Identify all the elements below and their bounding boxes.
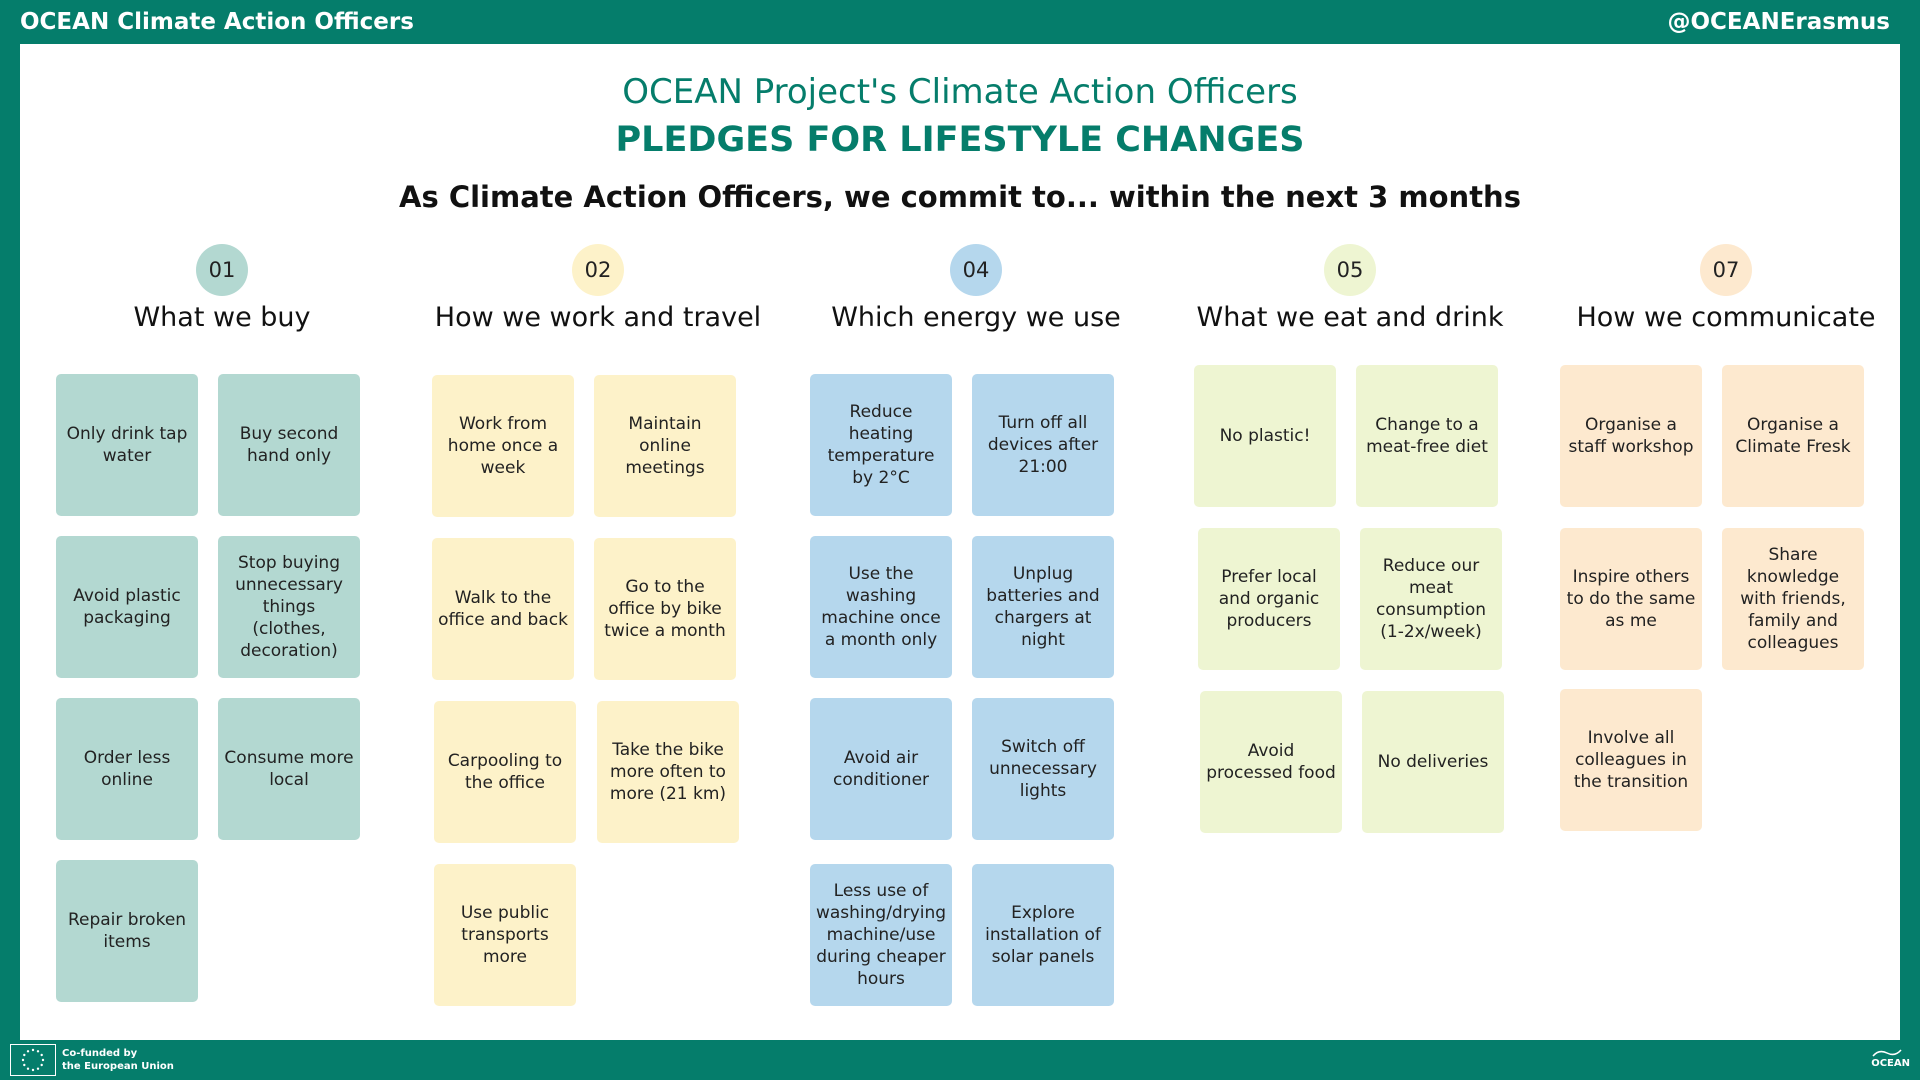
pledge-note[interactable]: Go to the office by bike twice a month — [594, 538, 736, 680]
pledge-note[interactable]: Order less online — [56, 698, 198, 840]
pledge-note[interactable]: Avoid plastic packaging — [56, 536, 198, 678]
pledge-board: OCEAN Project's Climate Action Officers … — [20, 44, 1900, 1040]
ocean-logo-text: OCEAN — [1871, 1058, 1910, 1069]
pledge-note[interactable]: Only drink tap water — [56, 374, 198, 516]
pledge-note[interactable]: Reduce our meat consumption (1-2x/week) — [1360, 528, 1502, 670]
category-number-badge: 02 — [572, 244, 624, 296]
eu-flag-icon — [10, 1044, 56, 1076]
pledge-note[interactable]: Avoid air conditioner — [810, 698, 952, 840]
footer-bar: Co-funded by the European Union OCEAN — [0, 1040, 1920, 1080]
page-subtitle: PLEDGES FOR LIFESTYLE CHANGES — [615, 120, 1305, 160]
category-title: Which energy we use — [831, 302, 1121, 333]
category-number-badge: 01 — [196, 244, 248, 296]
page-title: OCEAN Project's Climate Action Officers — [622, 72, 1298, 112]
social-handle: @OCEANErasmus — [1667, 9, 1891, 35]
eu-text-line-2: the European Union — [62, 1061, 174, 1072]
pledge-note[interactable]: No deliveries — [1362, 691, 1504, 833]
pledge-note[interactable]: No plastic! — [1194, 365, 1336, 507]
pledge-note[interactable]: Involve all colleagues in the transition — [1560, 689, 1702, 831]
pledge-note[interactable]: Consume more local — [218, 698, 360, 840]
category-title: How we work and travel — [434, 302, 762, 333]
pledge-note[interactable]: Unplug batteries and chargers at night — [972, 536, 1114, 678]
category-title: What we eat and drink — [1196, 302, 1504, 333]
pledge-note[interactable]: Stop buying unnecessary things (clothes,… — [218, 536, 360, 678]
pledge-note[interactable]: Turn off all devices after 21:00 — [972, 374, 1114, 516]
ocean-logo-icon: OCEAN — [1871, 1048, 1910, 1069]
pledge-note[interactable]: Carpooling to the office — [434, 701, 576, 843]
eu-text-line-1: Co-funded by — [62, 1048, 138, 1059]
pledge-note[interactable]: Explore installation of solar panels — [972, 864, 1114, 1006]
pledge-note[interactable]: Organise a staff workshop — [1560, 365, 1702, 507]
pledge-note[interactable]: Walk to the office and back — [432, 538, 574, 680]
pledge-note[interactable]: Share knowledge with friends, family and… — [1722, 528, 1864, 670]
pledge-note[interactable]: Less use of washing/drying machine/use d… — [810, 864, 952, 1006]
category-title: How we communicate — [1576, 302, 1876, 333]
pledge-note[interactable]: Organise a Climate Fresk — [1722, 365, 1864, 507]
pledge-note[interactable]: Change to a meat-free diet — [1356, 365, 1498, 507]
category-title: What we buy — [133, 302, 311, 333]
top-bar: OCEAN Climate Action Officers @OCEANEras… — [0, 0, 1920, 44]
pledge-note[interactable]: Switch off unnecessary lights — [972, 698, 1114, 840]
pledge-note[interactable]: Repair broken items — [56, 860, 198, 1002]
category-number-badge: 07 — [1700, 244, 1752, 296]
app-title: OCEAN Climate Action Officers — [20, 9, 414, 35]
pledge-note[interactable]: Reduce heating temperature by 2°C — [810, 374, 952, 516]
pledge-note[interactable]: Prefer local and organic producers — [1198, 528, 1340, 670]
pledge-note[interactable]: Buy second hand only — [218, 374, 360, 516]
pledge-note[interactable]: Avoid processed food — [1200, 691, 1342, 833]
pledge-note[interactable]: Work from home once a week — [432, 375, 574, 517]
category-number-badge: 05 — [1324, 244, 1376, 296]
pledge-note[interactable]: Maintain online meetings — [594, 375, 736, 517]
pledge-note[interactable]: Use public transports more — [434, 864, 576, 1006]
pledge-note[interactable]: Take the bike more often to more (21 km) — [597, 701, 739, 843]
category-number-badge: 04 — [950, 244, 1002, 296]
pledge-note[interactable]: Use the washing machine once a month onl… — [810, 536, 952, 678]
pledge-note[interactable]: Inspire others to do the same as me — [1560, 528, 1702, 670]
commitment-statement: As Climate Action Officers, we commit to… — [399, 180, 1521, 214]
eu-cofunding-text: Co-funded by the European Union — [62, 1047, 174, 1073]
